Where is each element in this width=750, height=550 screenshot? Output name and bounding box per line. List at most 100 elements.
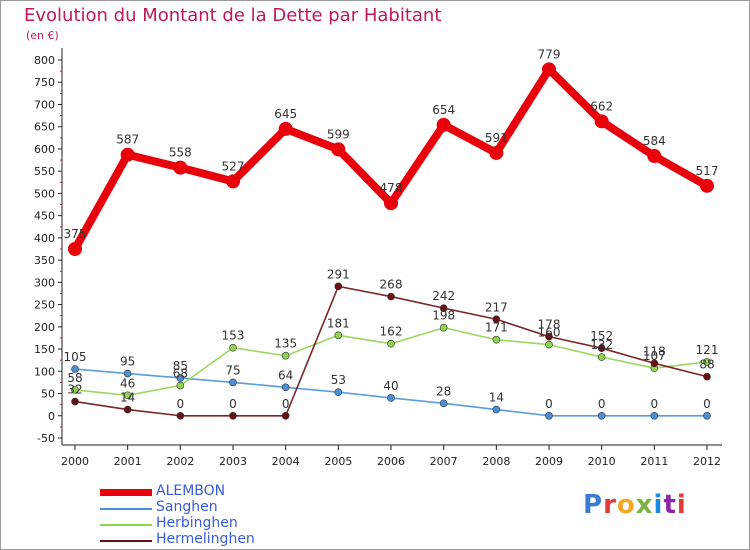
data-point bbox=[176, 411, 185, 420]
y-tick-label: 400 bbox=[34, 232, 55, 245]
data-point bbox=[120, 147, 135, 162]
data-point bbox=[331, 142, 346, 157]
data-label: 40 bbox=[383, 379, 398, 393]
data-label: 662 bbox=[590, 99, 613, 113]
data-point bbox=[650, 411, 659, 420]
logo-letter: r bbox=[603, 490, 617, 520]
legend-label-sanghen: Sanghen bbox=[156, 499, 218, 515]
data-point bbox=[703, 372, 711, 381]
data-point bbox=[123, 405, 132, 414]
data-label: 135 bbox=[274, 337, 297, 351]
data-label: 28 bbox=[436, 384, 451, 398]
data-point bbox=[650, 359, 659, 368]
data-label: 121 bbox=[696, 343, 719, 357]
data-point bbox=[229, 411, 237, 420]
data-point bbox=[545, 332, 553, 341]
data-label: 107 bbox=[643, 349, 666, 363]
data-point bbox=[439, 323, 448, 332]
legend-label-alembon: ALEMBON bbox=[156, 483, 226, 499]
data-label: 171 bbox=[485, 321, 508, 335]
data-label: 46 bbox=[120, 376, 135, 390]
x-tick-label: 2011 bbox=[640, 455, 668, 468]
data-label: 0 bbox=[177, 397, 185, 411]
data-label: 14 bbox=[120, 391, 135, 405]
data-label: 645 bbox=[274, 107, 297, 121]
logo-letter: o bbox=[616, 490, 636, 520]
legend-swatch-alembon bbox=[100, 489, 152, 496]
data-label: 178 bbox=[538, 318, 561, 332]
data-label: 291 bbox=[327, 267, 350, 281]
data-point bbox=[176, 381, 185, 390]
data-point bbox=[334, 282, 343, 291]
data-label: 153 bbox=[222, 329, 245, 343]
data-point bbox=[281, 383, 290, 392]
x-tick-label: 2005 bbox=[324, 455, 352, 468]
data-point bbox=[703, 358, 711, 366]
data-point bbox=[436, 117, 451, 132]
legend-label-herbinghen: Herbinghen bbox=[156, 515, 238, 531]
data-label: 118 bbox=[643, 344, 666, 358]
y-tick-label: 200 bbox=[34, 321, 55, 334]
data-label: 53 bbox=[331, 373, 346, 387]
data-label: 105 bbox=[64, 350, 87, 364]
y-tick-label: 350 bbox=[34, 254, 55, 267]
data-label: 217 bbox=[485, 300, 508, 314]
x-tick-label: 2007 bbox=[430, 455, 458, 468]
data-label: 587 bbox=[116, 133, 139, 147]
x-tick-label: 2001 bbox=[114, 455, 142, 468]
logo-letter: i bbox=[676, 490, 687, 520]
data-point bbox=[384, 196, 398, 211]
data-label: 654 bbox=[432, 103, 455, 117]
data-label: 599 bbox=[327, 127, 350, 141]
data-point bbox=[281, 411, 290, 420]
data-point bbox=[226, 174, 240, 189]
data-label: 779 bbox=[538, 47, 561, 61]
data-label: 14 bbox=[489, 391, 504, 405]
data-label: 0 bbox=[703, 397, 711, 411]
legend-swatch-hermelinghen bbox=[100, 540, 152, 542]
x-tick-label: 2010 bbox=[588, 455, 616, 468]
data-label: 517 bbox=[696, 164, 719, 178]
data-point bbox=[545, 411, 553, 420]
y-tick-label: 0 bbox=[48, 410, 55, 423]
y-tick-label: 750 bbox=[34, 76, 55, 89]
y-tick-label: 300 bbox=[34, 276, 55, 289]
data-point bbox=[229, 378, 237, 387]
data-point bbox=[594, 114, 609, 129]
data-point bbox=[439, 399, 448, 408]
data-label: 64 bbox=[278, 368, 293, 382]
data-point bbox=[492, 405, 501, 414]
data-label: 95 bbox=[120, 355, 135, 369]
data-point bbox=[71, 386, 79, 394]
y-tick-label: 100 bbox=[34, 365, 55, 378]
x-tick-label: 2002 bbox=[166, 455, 194, 468]
data-label: 181 bbox=[327, 316, 350, 330]
data-point bbox=[597, 411, 606, 420]
legend-label-hermelinghen: Hermelinghen bbox=[156, 531, 255, 547]
data-label: 268 bbox=[380, 278, 403, 292]
data-label: 0 bbox=[282, 397, 290, 411]
data-point bbox=[71, 365, 79, 373]
data-point bbox=[492, 335, 501, 344]
data-point bbox=[597, 344, 606, 352]
data-point bbox=[281, 351, 290, 360]
data-point bbox=[647, 149, 662, 164]
data-label: 0 bbox=[598, 397, 606, 411]
data-label: 558 bbox=[169, 146, 192, 160]
data-point bbox=[278, 121, 293, 136]
y-tick-label: 650 bbox=[34, 121, 55, 134]
logo-letter: t bbox=[663, 490, 677, 520]
data-point bbox=[700, 178, 714, 193]
data-point bbox=[492, 315, 501, 324]
data-label: 32 bbox=[67, 383, 82, 397]
y-tick-label: 250 bbox=[34, 299, 55, 312]
data-point bbox=[68, 242, 82, 256]
data-label: 68 bbox=[173, 367, 188, 381]
data-label: 375 bbox=[64, 227, 87, 241]
x-tick-label: 2012 bbox=[693, 455, 721, 468]
data-point bbox=[334, 388, 343, 396]
data-label: 132 bbox=[590, 338, 613, 352]
data-label: 0 bbox=[651, 397, 659, 411]
